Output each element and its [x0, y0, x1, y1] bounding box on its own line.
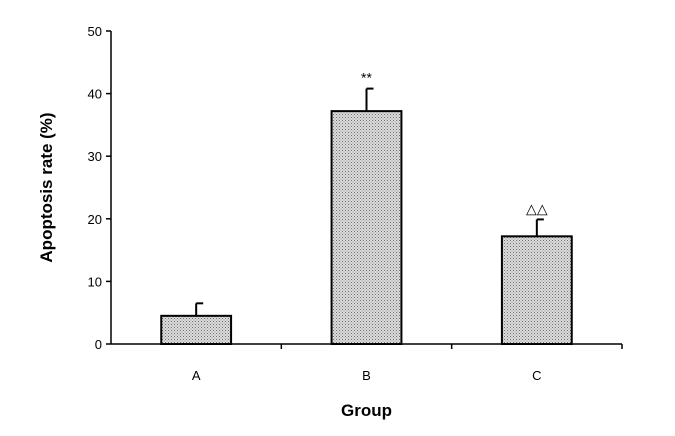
- significance-label: **: [361, 70, 372, 86]
- y-tick-label: 40: [88, 87, 102, 102]
- y-tick-label: 30: [88, 149, 102, 164]
- bar: [160, 314, 233, 345]
- y-axis-label: Apoptosis rate (%): [37, 112, 56, 262]
- bar: [500, 235, 573, 345]
- bars: A B ** C △△: [160, 70, 573, 383]
- x-axis-label: Group: [341, 401, 392, 420]
- x-tick-label: A: [192, 368, 201, 383]
- bar: [330, 110, 403, 345]
- axis-labels: Group Apoptosis rate (%): [37, 112, 392, 420]
- x-tick-label: B: [362, 368, 371, 383]
- y-tick-label: 0: [95, 337, 102, 352]
- y-tick-label: 20: [88, 212, 102, 227]
- significance-label: △△: [526, 200, 548, 216]
- y-tick-label: 50: [88, 24, 102, 39]
- x-tick-label: C: [532, 368, 541, 383]
- y-tick-label: 10: [88, 274, 102, 289]
